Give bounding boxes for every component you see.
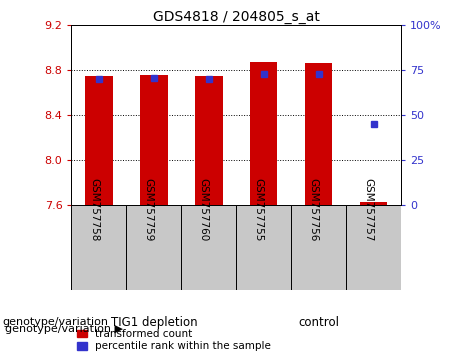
Text: GSM757758: GSM757758 bbox=[89, 178, 99, 241]
Bar bbox=[85, 75, 112, 205]
Text: genotype/variation ▶: genotype/variation ▶ bbox=[5, 324, 123, 333]
Bar bbox=[140, 75, 168, 205]
Bar bbox=[71, 205, 126, 290]
Bar bbox=[181, 205, 236, 290]
Text: GSM757759: GSM757759 bbox=[144, 178, 154, 241]
Text: GSM757760: GSM757760 bbox=[199, 178, 209, 241]
Bar bbox=[360, 202, 387, 205]
Text: genotype/variation: genotype/variation bbox=[2, 317, 108, 327]
Bar bbox=[305, 63, 332, 205]
Bar bbox=[195, 75, 223, 205]
Text: GSM757757: GSM757757 bbox=[364, 178, 373, 241]
Legend: transformed count, percentile rank within the sample: transformed count, percentile rank withi… bbox=[77, 329, 271, 351]
Bar bbox=[346, 205, 401, 290]
Bar bbox=[126, 205, 181, 290]
Text: GSM757756: GSM757756 bbox=[309, 178, 319, 241]
Bar bbox=[291, 205, 346, 290]
Bar bbox=[250, 62, 278, 205]
Text: TIG1 depletion: TIG1 depletion bbox=[111, 316, 197, 329]
Text: GSM757755: GSM757755 bbox=[254, 178, 264, 241]
Text: control: control bbox=[298, 316, 339, 329]
Title: GDS4818 / 204805_s_at: GDS4818 / 204805_s_at bbox=[153, 10, 319, 24]
Bar bbox=[236, 205, 291, 290]
